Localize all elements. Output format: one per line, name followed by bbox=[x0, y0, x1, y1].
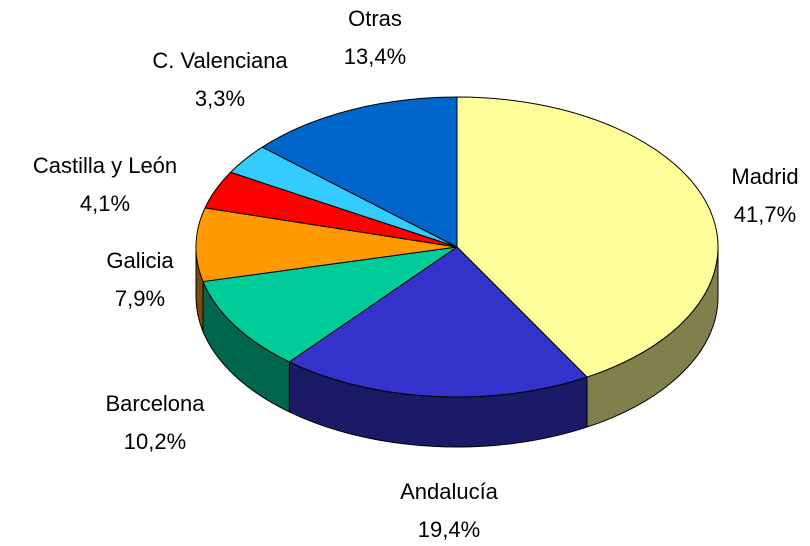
slice-label: Galicia bbox=[106, 248, 174, 273]
slice-label: Andalucía bbox=[400, 479, 499, 504]
value-label: 41,7% bbox=[734, 202, 796, 227]
slice bbox=[456, 96, 719, 378]
slice bbox=[202, 246, 458, 363]
slice-label: Otras bbox=[348, 6, 402, 31]
value-label: 7,9% bbox=[115, 286, 165, 311]
slice bbox=[288, 246, 588, 398]
value-label: 19,4% bbox=[418, 517, 480, 542]
slice-label: Barcelona bbox=[105, 391, 205, 416]
value-label: 4,1% bbox=[80, 191, 130, 216]
slice-label: C. Valenciana bbox=[152, 48, 288, 73]
slice-label: Castilla y León bbox=[33, 153, 177, 178]
slice-label: Madrid bbox=[731, 164, 798, 189]
value-label: 10,2% bbox=[124, 429, 186, 454]
slice bbox=[195, 207, 458, 283]
value-label: 3,3% bbox=[195, 86, 245, 111]
slice bbox=[261, 96, 458, 248]
value-label: 13,4% bbox=[344, 44, 406, 69]
